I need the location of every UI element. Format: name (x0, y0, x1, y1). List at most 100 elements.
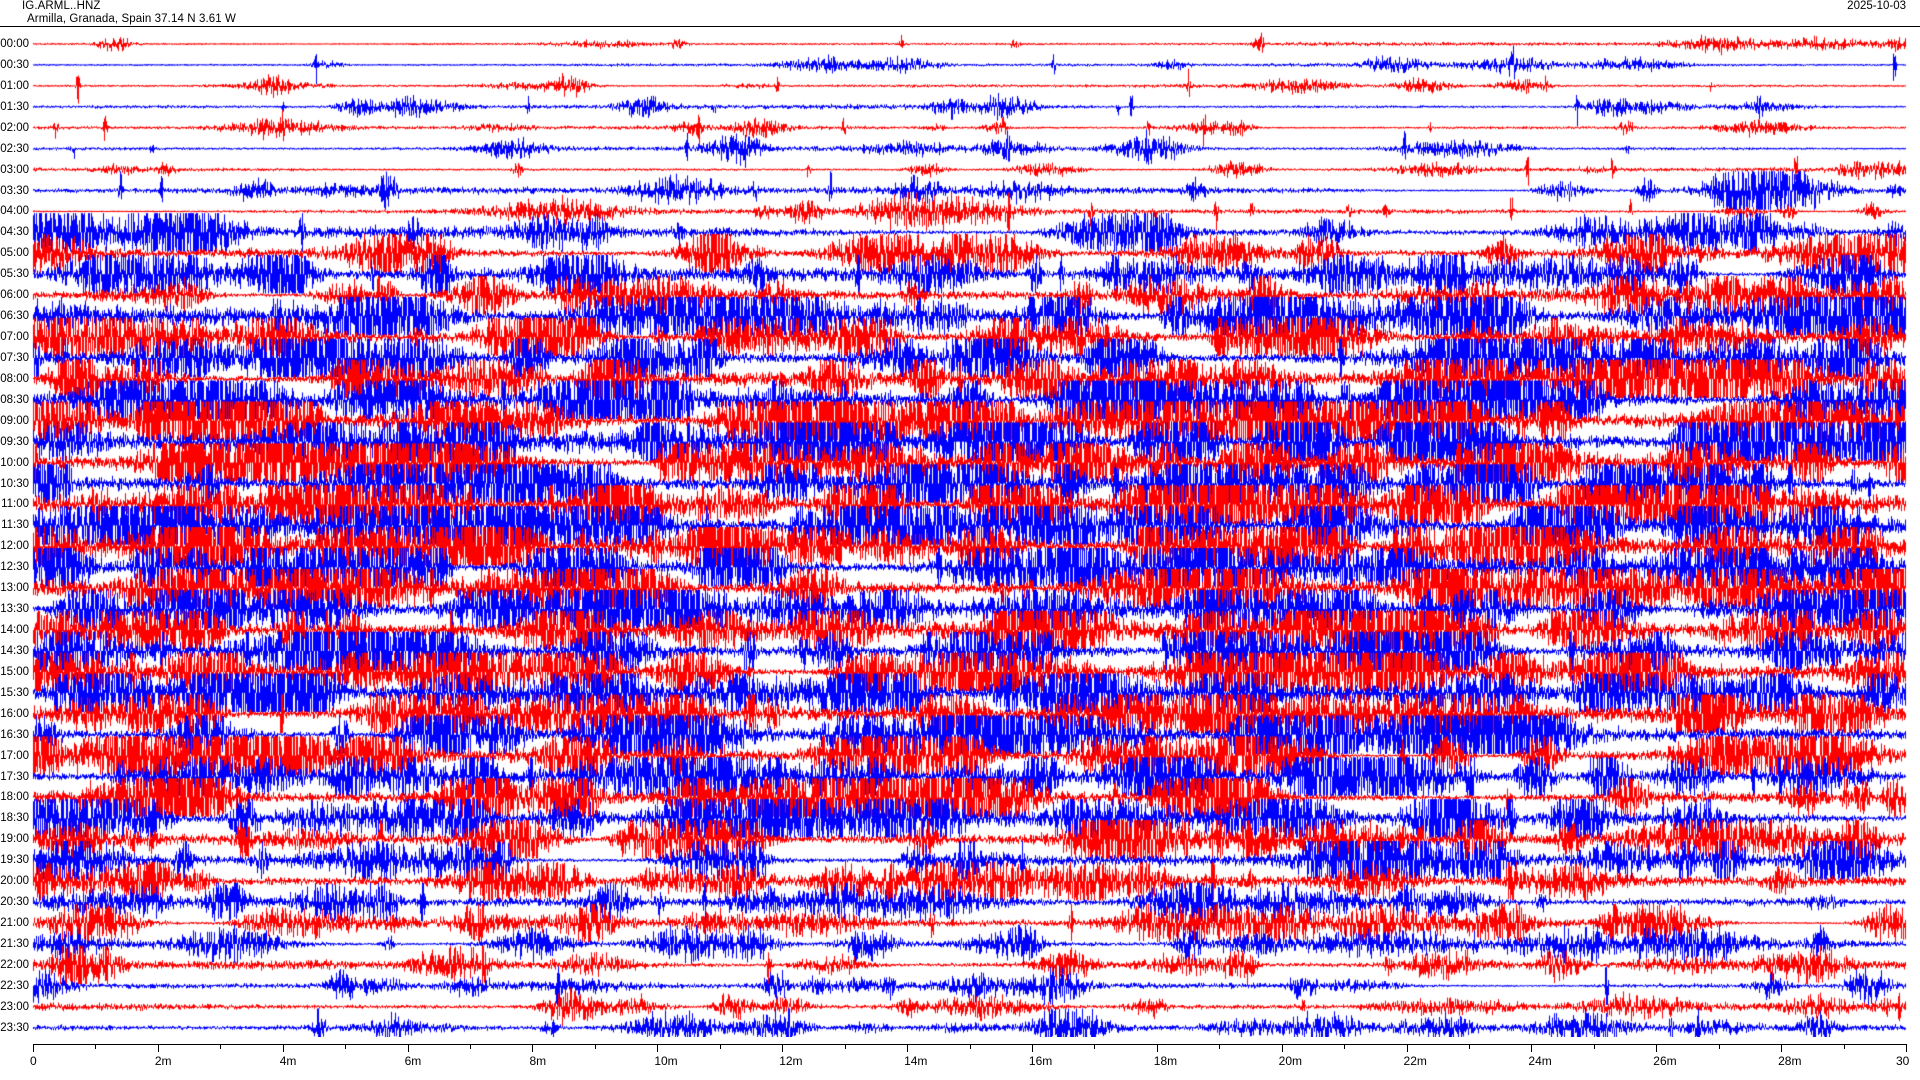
time-label: 11:30 (1, 519, 29, 532)
x-axis-tick-label: 14m (904, 1054, 928, 1068)
time-label: 10:00 (0, 456, 29, 469)
x-axis-tick-label: 20m (1278, 1054, 1302, 1068)
time-label: 09:30 (0, 435, 29, 448)
x-axis-tick-label: 4m (279, 1054, 297, 1068)
time-label: 18:30 (0, 812, 29, 825)
seismogram-traces (0, 27, 1920, 1037)
time-label: 06:30 (0, 310, 29, 323)
x-axis-minor-tick (95, 1044, 96, 1049)
x-axis-minor-tick (1719, 1044, 1720, 1049)
x-axis-tick-label: 2m (154, 1054, 172, 1068)
time-label: 16:00 (0, 707, 29, 720)
time-label: 23:30 (0, 1021, 29, 1034)
x-axis-tick-label: 30 (1896, 1054, 1910, 1068)
time-label: 01:30 (0, 100, 29, 113)
x-axis-minor-tick (470, 1044, 471, 1049)
time-label: 04:00 (0, 205, 29, 218)
x-axis-tick-label: 24m (1528, 1054, 1552, 1068)
x-axis-major-tick (532, 1044, 533, 1052)
time-label: 18:00 (0, 791, 29, 804)
time-label: 13:30 (0, 603, 29, 616)
time-label: 07:00 (0, 331, 29, 344)
x-axis-major-tick (1906, 1044, 1907, 1052)
seismogram-plot: 00:00 00:30 01:00 01:30 02:00 02:30 03:00 03:30… (0, 27, 1920, 1037)
x-axis-major-tick (408, 1044, 409, 1052)
time-label: 16:30 (0, 728, 29, 741)
time-label: 10:30 (0, 477, 29, 490)
time-label: 22:00 (0, 958, 29, 971)
time-label: 15:30 (0, 686, 29, 699)
x-axis-major-tick (1282, 1044, 1283, 1052)
time-label: 17:00 (0, 749, 29, 762)
x-axis-minor-tick (1594, 1044, 1595, 1049)
time-label: 14:30 (0, 644, 29, 657)
x-axis-major-tick (1531, 1044, 1532, 1052)
time-label: 13:00 (0, 582, 29, 595)
time-label: 22:30 (0, 979, 29, 992)
x-axis-major-tick (657, 1044, 658, 1052)
x-axis-major-tick (158, 1044, 159, 1052)
time-label: 05:30 (0, 268, 29, 281)
x-axis-minor-tick (220, 1044, 221, 1049)
time-label: 03:30 (0, 184, 29, 197)
time-label: 19:30 (0, 854, 29, 867)
x-axis-minor-tick (595, 1044, 596, 1049)
time-label: 02:00 (0, 121, 29, 134)
x-axis-minor-tick (1094, 1044, 1095, 1049)
x-axis-major-tick (782, 1044, 783, 1052)
x-axis-tick-label: 8m (529, 1054, 547, 1068)
x-axis-major-tick (907, 1044, 908, 1052)
time-label: 11:00 (1, 498, 29, 511)
time-label: 15:00 (0, 665, 29, 678)
x-axis-minor-tick (1844, 1044, 1845, 1049)
time-label: 14:00 (0, 624, 29, 637)
time-label: 20:30 (0, 896, 29, 909)
x-axis-minor-tick (720, 1044, 721, 1049)
time-label: 21:30 (0, 937, 29, 950)
x-axis-tick-label: 18m (1153, 1054, 1178, 1068)
time-label: 21:00 (0, 917, 29, 930)
time-label: 17:30 (0, 770, 29, 783)
x-axis-tick-label: 26m (1653, 1054, 1677, 1068)
x-axis-tick-label: 16m (1028, 1054, 1053, 1068)
time-label: 04:30 (0, 226, 29, 239)
x-axis-major-tick (1407, 1044, 1408, 1052)
time-label: 20:00 (0, 875, 29, 888)
x-axis-minor-tick (845, 1044, 846, 1049)
time-label: 12:00 (0, 540, 29, 553)
time-axis-labels: 00:00 00:30 01:00 01:30 02:00 02:30 03:00 03:30… (0, 27, 33, 1037)
x-axis-minor-tick (1344, 1044, 1345, 1049)
time-label: 00:00 (0, 38, 29, 50)
time-label: 23:00 (0, 1000, 29, 1013)
x-axis-major-tick (1781, 1044, 1782, 1052)
station-location: Armilla, Granada, Spain 37.14 N 3.61 W (27, 13, 236, 25)
x-axis-major-tick (283, 1044, 284, 1052)
header: IG.ARML..HNZ Armilla, Granada, Spain 37.… (0, 0, 1920, 27)
x-axis-line (33, 1044, 1906, 1045)
x-axis-major-tick (33, 1044, 34, 1052)
header-divider (0, 26, 1920, 27)
record-date: 2025-10-03 (1847, 0, 1906, 12)
time-label: 08:30 (0, 393, 29, 406)
x-axis-major-tick (1656, 1044, 1657, 1052)
time-label: 07:30 (0, 351, 29, 364)
x-axis-tick-label: 6m (404, 1054, 422, 1068)
time-label: 06:00 (0, 289, 29, 302)
x-axis: 0 2m 4m 6m 8m 10m 12m 14m 16m 18m 20m 22m 24m 26m 28m 3… (0, 1044, 1920, 1080)
x-axis-major-tick (1157, 1044, 1158, 1052)
time-label: 02:30 (0, 142, 29, 155)
time-label: 01:00 (0, 79, 29, 92)
x-axis-minor-tick (1219, 1044, 1220, 1049)
time-label: 00:30 (0, 58, 29, 71)
x-axis-tick-label: 10m (654, 1054, 678, 1068)
time-label: 05:00 (0, 247, 29, 260)
x-axis-minor-tick (1469, 1044, 1470, 1049)
time-label: 09:00 (0, 414, 29, 427)
time-label: 19:00 (0, 833, 29, 846)
station-code: IG.ARML..HNZ (22, 0, 101, 12)
x-axis-tick-label: 0 (30, 1054, 37, 1068)
x-axis-major-tick (1032, 1044, 1033, 1052)
x-axis-tick-label: 12m (779, 1054, 803, 1068)
time-label: 08:00 (0, 372, 29, 385)
